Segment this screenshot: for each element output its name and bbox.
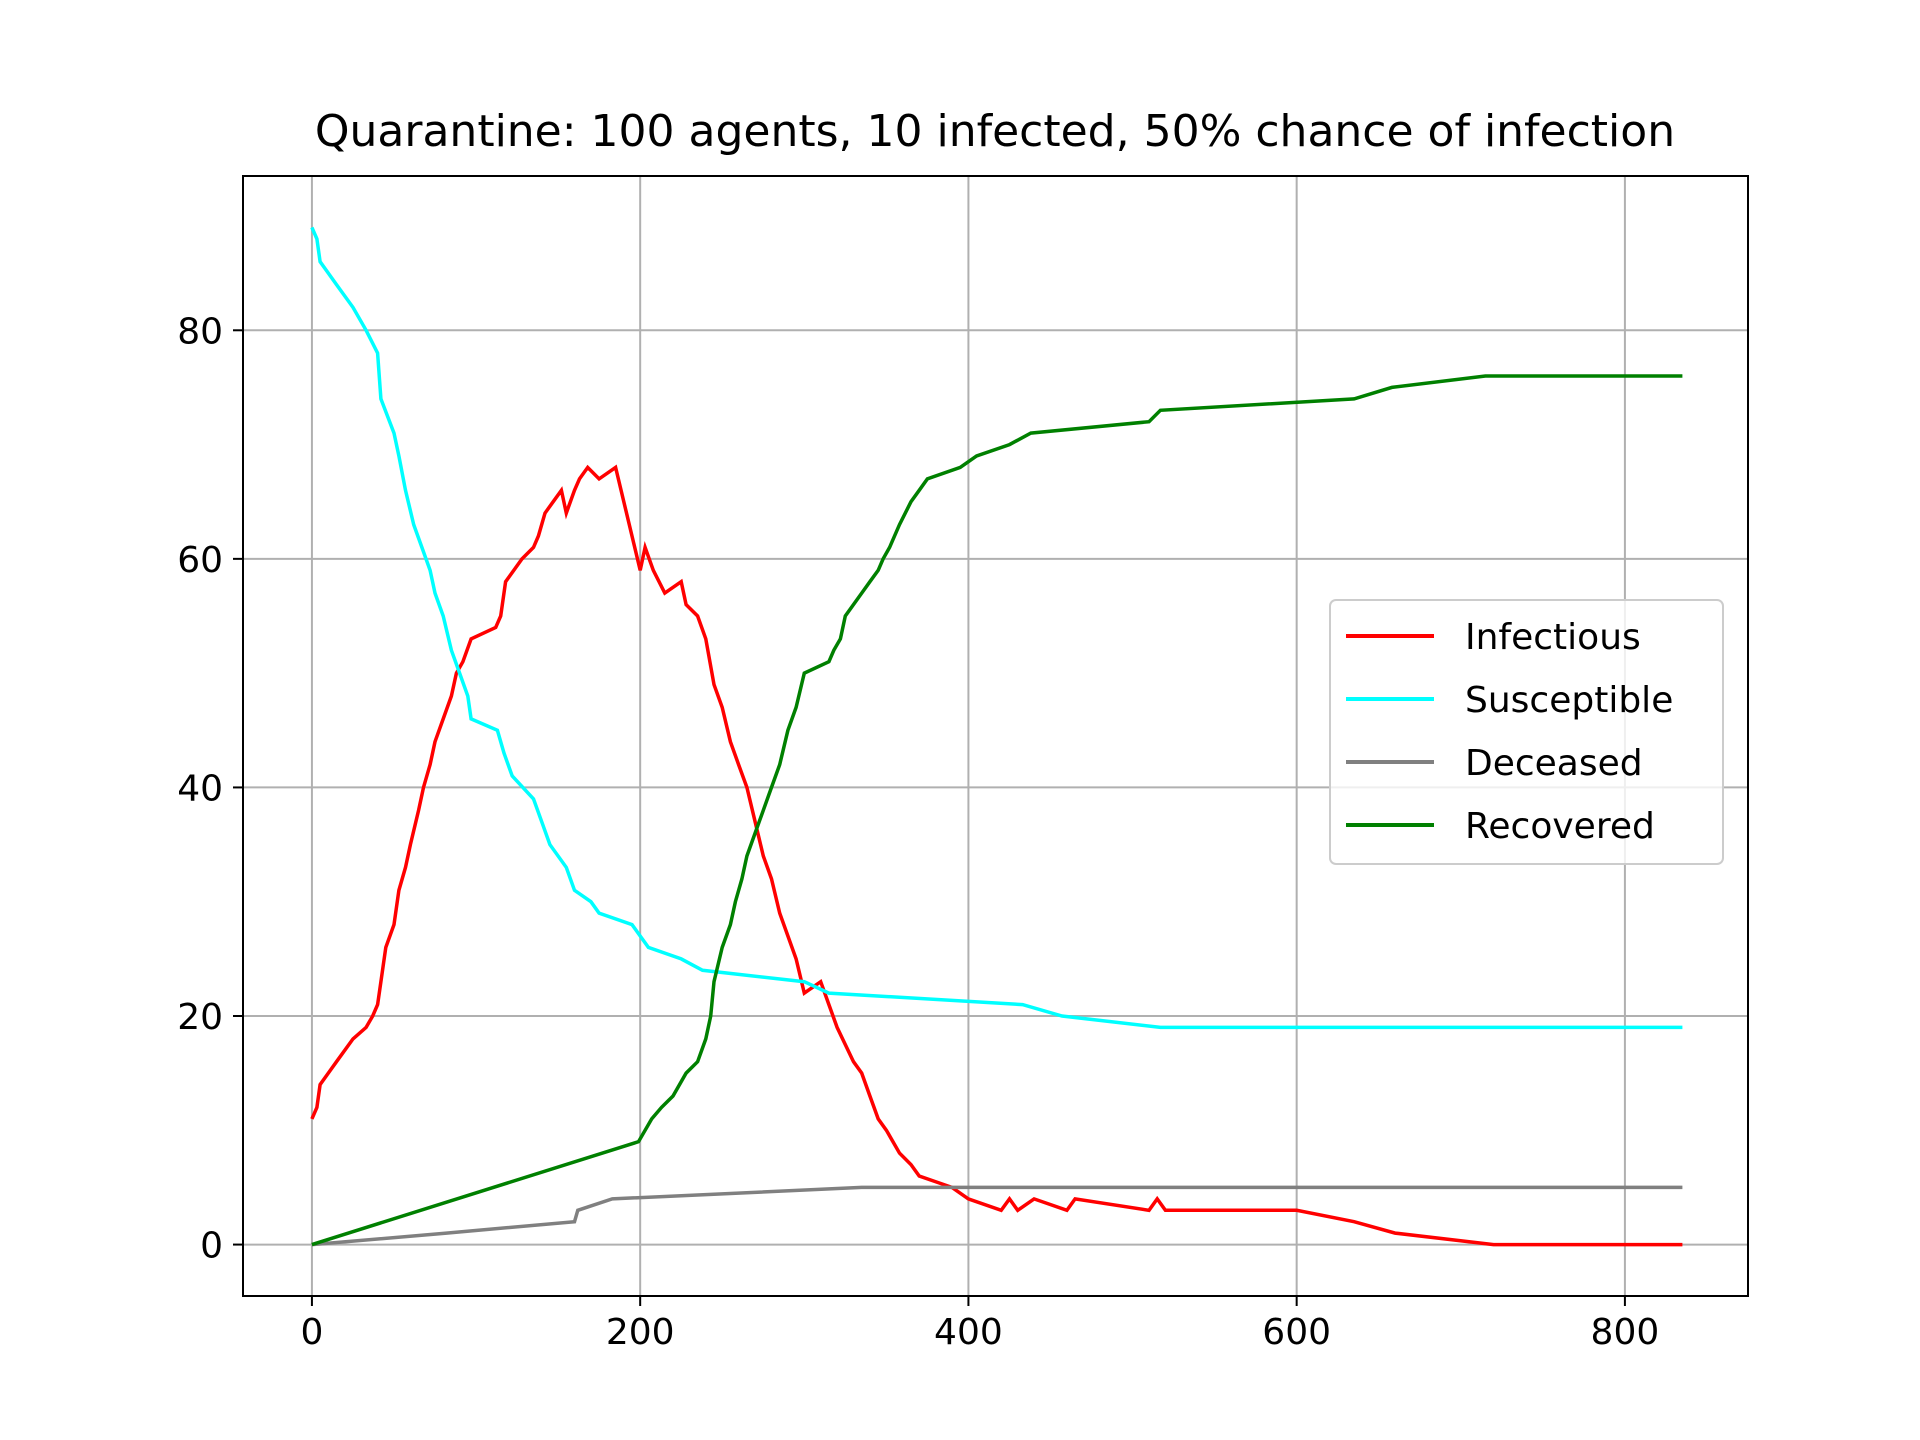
legend-label-susceptible: Susceptible [1465,680,1673,721]
y-tick-label: 20 [177,997,223,1038]
grid-lines [243,176,1748,1296]
series-line-infectious [310,464,1683,1247]
axis-ticks: 0 200 400 600 800 0 20 40 60 80 [177,311,1659,1353]
chart-title: Quarantine: 100 agents, 10 infected, 50%… [315,106,1675,157]
x-tick-label: 600 [1262,1312,1331,1353]
y-tick-label: 60 [177,540,223,581]
x-tick-label: 400 [934,1312,1003,1353]
legend-box [1329,599,1724,865]
y-tick-label: 80 [177,311,223,352]
legend-label-recovered: Recovered [1465,806,1655,847]
legend-label-infectious: Infectious [1465,617,1641,658]
legend: Infectious Susceptible Deceased Recovered [1329,599,1724,865]
series-lines [310,226,1683,1247]
x-tick-label: 200 [606,1312,675,1353]
plot-frame [242,175,1749,1297]
series-line-susceptible [310,226,1683,1030]
series-line-recovered [311,374,1683,1247]
x-tick-label: 800 [1591,1312,1660,1353]
legend-label-deceased: Deceased [1465,743,1643,784]
y-tick-label: 40 [177,768,223,809]
series-line-deceased [311,1185,1683,1247]
x-tick-label: 0 [300,1312,323,1353]
y-tick-label: 0 [200,1226,223,1267]
